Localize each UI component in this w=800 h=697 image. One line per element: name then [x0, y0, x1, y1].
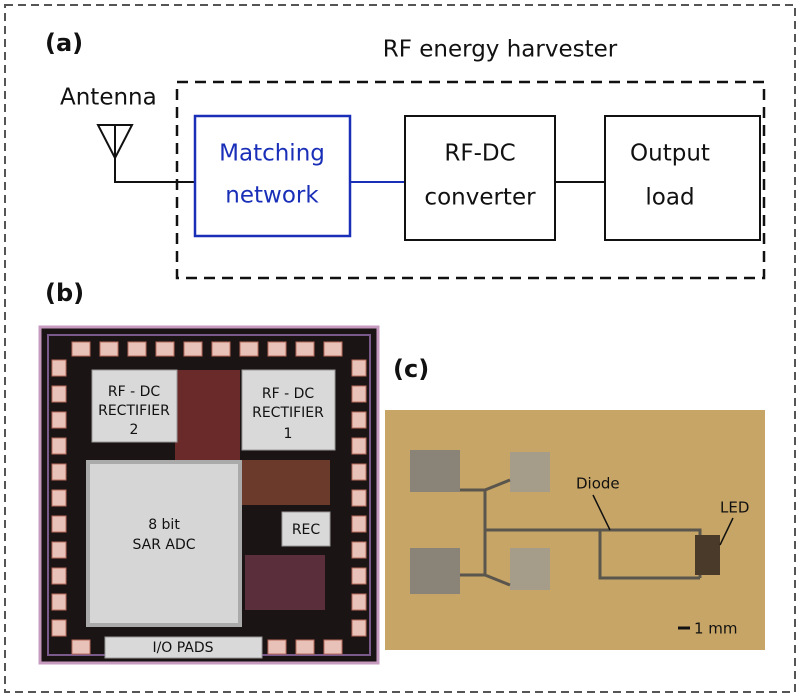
converter-block: [405, 116, 555, 240]
chip-pad: [156, 342, 174, 356]
chip-pad: [72, 640, 90, 654]
load-block: [605, 116, 760, 240]
chip-pad: [240, 342, 258, 356]
chip-pad: [352, 464, 366, 480]
chip-pad: [296, 640, 314, 654]
block-text: RF-DC: [444, 141, 515, 167]
chip-pad: [184, 342, 202, 356]
chip-pad: [352, 490, 366, 506]
chip-text: RF - DC: [262, 386, 315, 402]
chip-pad: [52, 412, 66, 428]
chip-pad: [352, 386, 366, 402]
chip-pad: [268, 342, 286, 356]
chip-pad: [324, 342, 342, 356]
chip-pad: [52, 516, 66, 532]
chip-text: REC: [292, 522, 321, 538]
chip-pad: [352, 412, 366, 428]
block-text: Output: [630, 141, 710, 167]
chip-pad: [352, 542, 366, 558]
panel-label: (a): [45, 29, 83, 57]
chip-pad: [268, 640, 286, 654]
block-text: load: [645, 185, 694, 211]
chip-pad: [352, 620, 366, 636]
panel-label: (c): [393, 355, 429, 383]
harvester-boundary: [177, 82, 764, 278]
chip-logic: [245, 555, 325, 610]
chip-pad: [352, 360, 366, 376]
chip-text: RECTIFIER: [252, 405, 324, 421]
annotation: LED: [720, 499, 749, 517]
chip-pad: [52, 542, 66, 558]
annotation: Diode: [576, 475, 620, 493]
chip-pad: [52, 438, 66, 454]
matching-block: [195, 116, 350, 236]
chip-logic: [240, 460, 330, 505]
block-text: converter: [424, 185, 536, 211]
chip-pad: [352, 438, 366, 454]
chip-pad: [52, 360, 66, 376]
chip-pad: [352, 516, 366, 532]
chip-pad: [52, 490, 66, 506]
chip-pad: [128, 342, 146, 356]
chip-text: SAR ADC: [132, 537, 195, 553]
chip-text: RF - DC: [108, 384, 161, 400]
chip-text: 1: [284, 426, 293, 442]
chip-pad: [52, 386, 66, 402]
chip-text: I/O PADS: [152, 640, 213, 656]
chip-pad: [324, 640, 342, 654]
scale-label: 1 mm: [694, 620, 738, 638]
chip-text: 2: [130, 422, 139, 438]
chip-pad: [52, 568, 66, 584]
chip-pad: [52, 464, 66, 480]
chip-logic: [175, 370, 240, 460]
chip-pad: [100, 342, 118, 356]
chip-pad: [352, 594, 366, 610]
block-text: Matching: [219, 141, 325, 167]
chip-pad: [352, 568, 366, 584]
chip-text: RECTIFIER: [98, 403, 170, 419]
figure: (a) RF energy harvester Antenna Matching…: [0, 0, 800, 697]
chip-text: 8 bit: [148, 517, 180, 533]
antenna: [98, 125, 195, 182]
chip-pad: [52, 620, 66, 636]
chip-pad: [296, 342, 314, 356]
block-text: network: [225, 183, 319, 209]
panel-title: RF energy harvester: [383, 37, 618, 63]
chip-pad: [212, 342, 230, 356]
antenna-label: Antenna: [60, 85, 157, 111]
chip-pad: [72, 342, 90, 356]
chip-pad: [52, 594, 66, 610]
panel-label: (b): [45, 279, 84, 307]
